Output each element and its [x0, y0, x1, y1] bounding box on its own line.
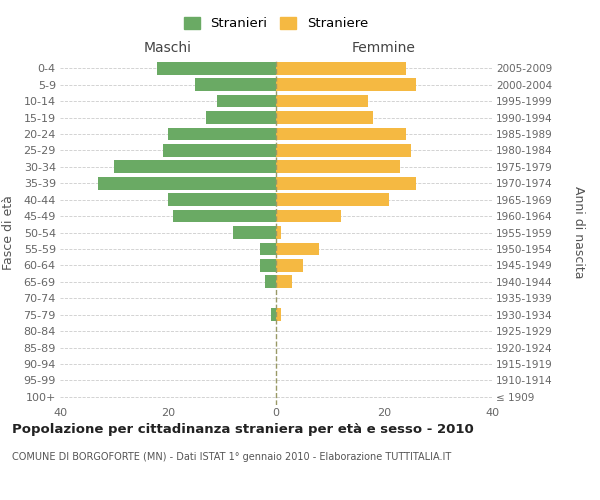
- Bar: [271, 308, 276, 321]
- Bar: [276, 144, 411, 157]
- Bar: [276, 308, 281, 321]
- Bar: [195, 78, 276, 91]
- Bar: [276, 78, 416, 91]
- Bar: [276, 111, 373, 124]
- Bar: [173, 210, 276, 222]
- Text: Maschi: Maschi: [144, 41, 192, 55]
- Bar: [163, 144, 276, 157]
- Bar: [114, 160, 276, 173]
- Y-axis label: Fasce di età: Fasce di età: [2, 195, 15, 270]
- Text: Femmine: Femmine: [352, 41, 416, 55]
- Bar: [276, 160, 400, 173]
- Bar: [276, 242, 319, 256]
- Bar: [276, 62, 406, 74]
- Bar: [276, 128, 406, 140]
- Bar: [217, 94, 276, 108]
- Bar: [168, 193, 276, 206]
- Bar: [233, 226, 276, 239]
- Bar: [98, 177, 276, 190]
- Bar: [276, 210, 341, 222]
- Bar: [157, 62, 276, 74]
- Bar: [276, 276, 292, 288]
- Text: Popolazione per cittadinanza straniera per età e sesso - 2010: Popolazione per cittadinanza straniera p…: [12, 422, 474, 436]
- Bar: [206, 111, 276, 124]
- Bar: [260, 259, 276, 272]
- Bar: [260, 242, 276, 256]
- Legend: Stranieri, Straniere: Stranieri, Straniere: [181, 14, 371, 33]
- Bar: [276, 259, 303, 272]
- Bar: [276, 193, 389, 206]
- Y-axis label: Anni di nascita: Anni di nascita: [572, 186, 586, 279]
- Bar: [276, 226, 281, 239]
- Bar: [276, 177, 416, 190]
- Text: COMUNE DI BORGOFORTE (MN) - Dati ISTAT 1° gennaio 2010 - Elaborazione TUTTITALIA: COMUNE DI BORGOFORTE (MN) - Dati ISTAT 1…: [12, 452, 451, 462]
- Bar: [168, 128, 276, 140]
- Bar: [276, 94, 368, 108]
- Bar: [265, 276, 276, 288]
